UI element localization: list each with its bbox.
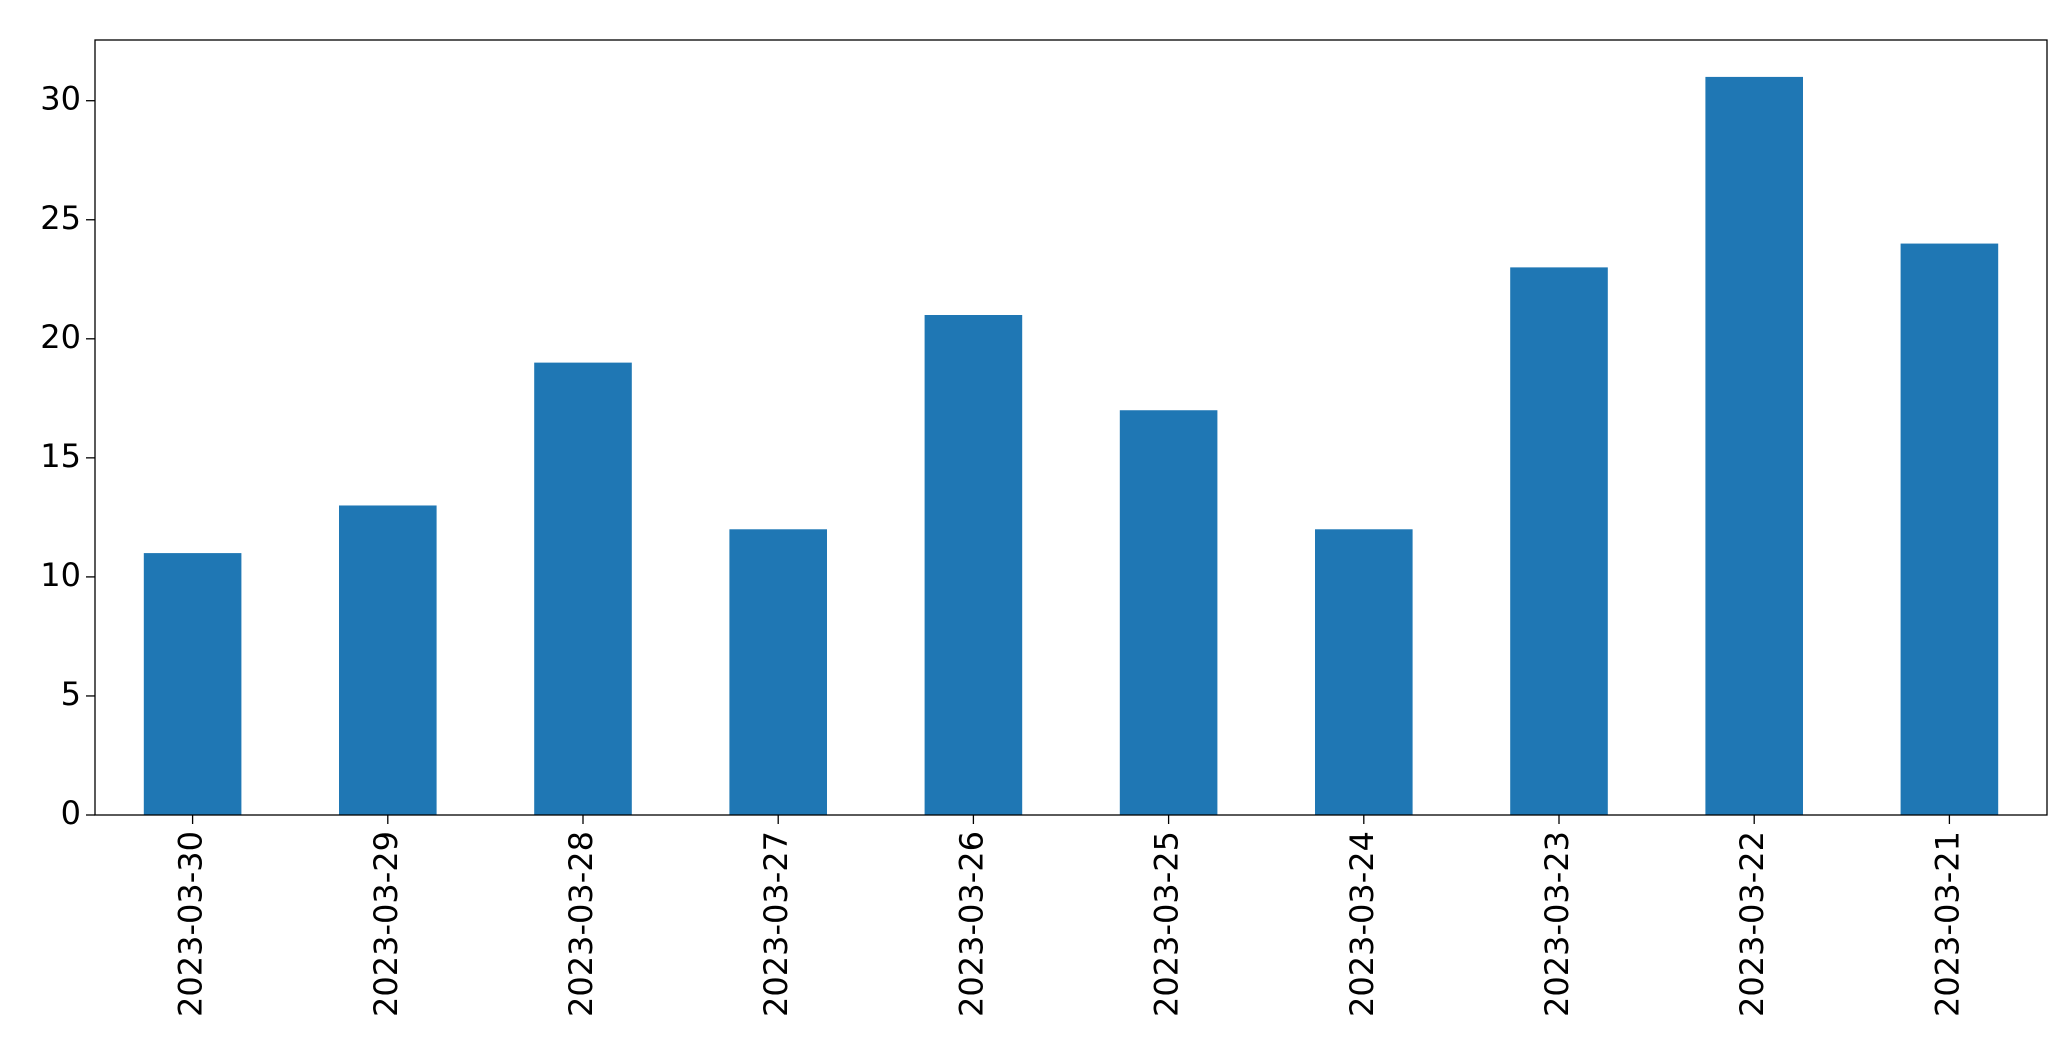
bar (534, 362, 632, 815)
bar (729, 529, 827, 815)
x-tick-label: 2023-03-28 (562, 831, 600, 1017)
x-tick-label: 2023-03-30 (172, 831, 210, 1017)
y-tick-label: 10 (40, 556, 81, 594)
y-tick-label: 25 (40, 199, 81, 237)
y-tick-label: 20 (40, 318, 81, 356)
x-tick-label: 2023-03-24 (1343, 831, 1381, 1017)
x-tick-label: 2023-03-27 (757, 831, 795, 1017)
x-tick-label: 2023-03-26 (952, 831, 990, 1017)
y-tick-label: 15 (40, 437, 81, 475)
plot-frame (94, 39, 2048, 816)
bar (143, 553, 242, 815)
bar (1119, 410, 1218, 815)
y-tick-label: 5 (61, 675, 81, 713)
bar (1510, 267, 1608, 815)
bar (1315, 529, 1413, 815)
x-tick-label: 2023-03-21 (1928, 831, 1966, 1017)
x-tick-label: 2023-03-22 (1733, 831, 1771, 1017)
x-tick-label: 2023-03-23 (1538, 831, 1576, 1017)
bar (1705, 76, 1803, 815)
bar (339, 505, 437, 815)
bar (1900, 243, 1999, 816)
y-tick-label: 30 (40, 80, 81, 118)
x-tick-label: 2023-03-25 (1148, 831, 1186, 1017)
bar (924, 315, 1023, 815)
y-tick-label: 0 (61, 794, 81, 832)
x-tick-label: 2023-03-29 (367, 831, 405, 1017)
